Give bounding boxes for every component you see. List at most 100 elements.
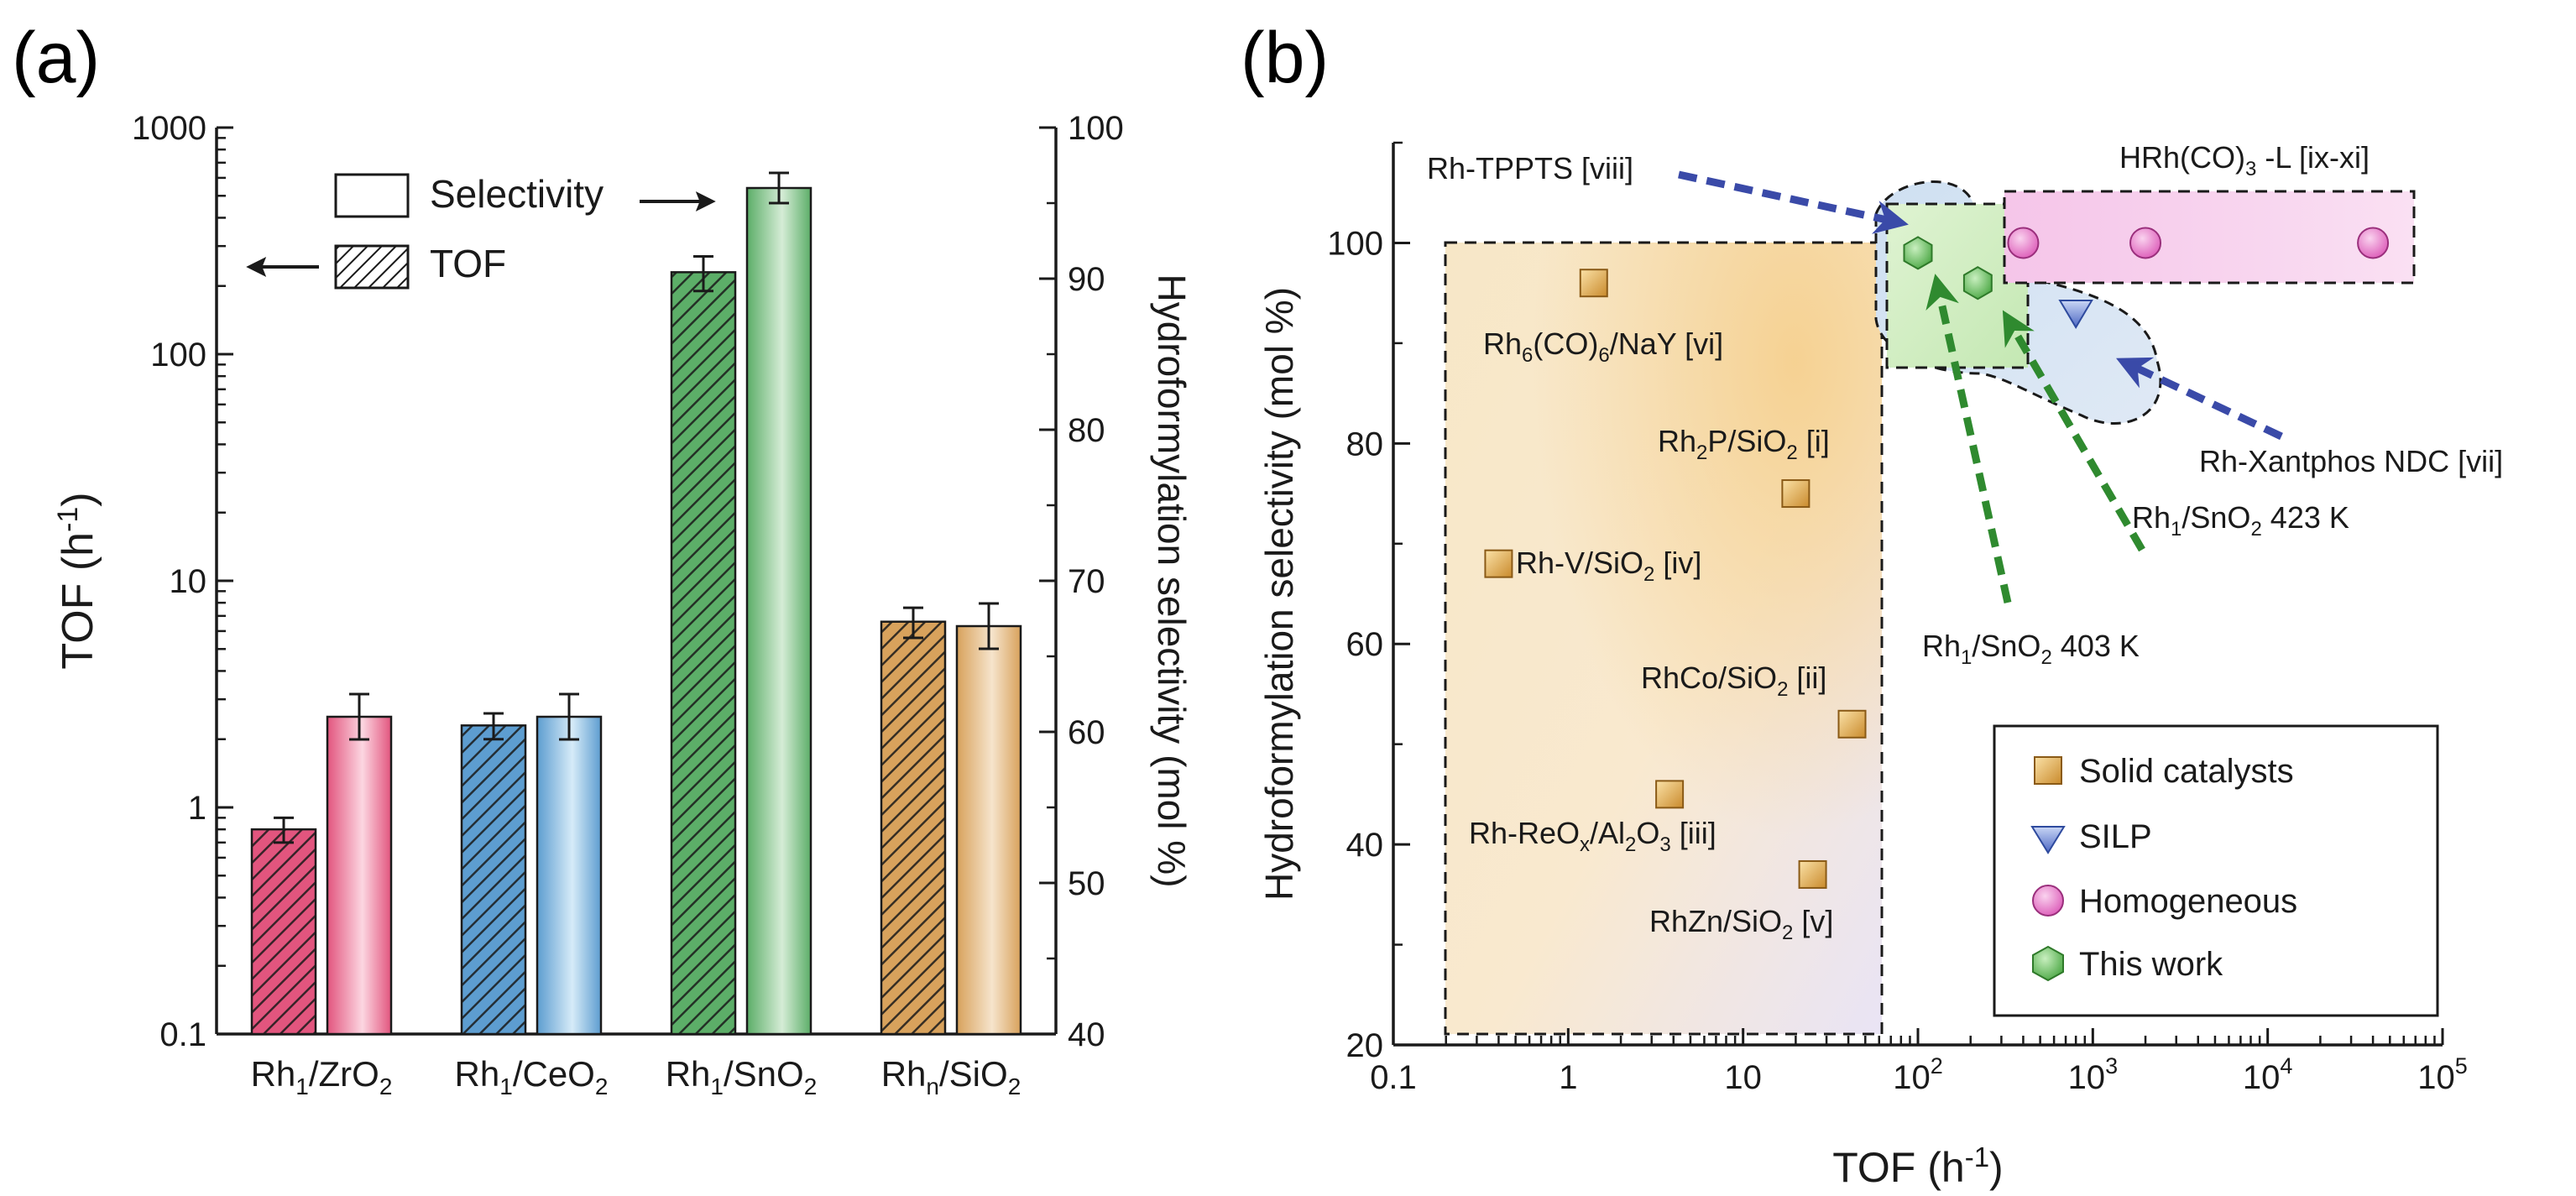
arrow-rh-tppts (1678, 170, 1909, 234)
category-tail: 2 (595, 1073, 609, 1099)
l2-b: [iv] (1654, 546, 1701, 580)
panel-b-legend: Solid catalysts SILP Homogeneous This wo… (1993, 724, 2439, 1017)
legend-solid-catalysts-label: Solid catalysts (2079, 753, 2294, 790)
x-title-tail: ) (1989, 1144, 2004, 1191)
this-work-point (1903, 236, 1933, 270)
solid-catalyst-point (1655, 780, 1685, 809)
l4-s3: 3 (1659, 833, 1670, 856)
selectivity-bar (326, 715, 393, 1036)
left-axis-title-main: TOF (h (54, 532, 102, 670)
category-tail: 2 (379, 1073, 393, 1099)
l4-b: /Al (1590, 816, 1625, 850)
panel-a-labels: Rh1/ZrO2 Rh1/CeO2 Rh1/SnO2 Rhn/SiO2 (251, 1054, 1022, 1099)
arrow-rh1-sno2-423 (2002, 310, 2145, 552)
l1-c: [i] (1798, 424, 1830, 458)
left-axis-title-sup: -1 (52, 507, 84, 532)
solid-catalyst-point (1798, 859, 1827, 889)
x-tick-label: 105 (2417, 1053, 2468, 1096)
category-label: Rh1/CeO2 (455, 1054, 609, 1099)
a403-sub2: 2 (2040, 646, 2051, 669)
x-title-sup: -1 (1965, 1141, 1989, 1172)
category-tail: 2 (1008, 1073, 1022, 1099)
right-tick-label: 50 (1068, 865, 1105, 902)
category-label: Rhn/SiO2 (881, 1054, 1022, 1099)
panel-b-label: (b) (1241, 18, 1330, 98)
a403-end: 403 K (2052, 629, 2140, 663)
panel-a-legend: Selectivity TOF (246, 172, 716, 290)
category-rest: /SnO (724, 1054, 804, 1094)
panel-b-x-title: TOF (h-1) (1832, 1141, 2003, 1191)
l0-c: /NaY [vi] (1610, 326, 1723, 361)
y-tick-label: 80 (1346, 426, 1384, 462)
l1-s1: 2 (1696, 441, 1707, 464)
a423-end: 423 K (2262, 500, 2349, 535)
homogeneous-point (2129, 227, 2162, 259)
l5-s1: 2 (1782, 922, 1793, 944)
x-tick-label: 102 (1893, 1053, 1943, 1096)
selectivity-bar (955, 624, 1022, 1036)
l4-s1: x (1580, 833, 1590, 856)
legend-tof-label: TOF (430, 242, 506, 285)
category-label: Rh1/SnO2 (666, 1054, 818, 1099)
x-tick-label: 0.1 (1370, 1059, 1417, 1096)
category-tail: 2 (804, 1073, 818, 1099)
homogeneous-point (2007, 227, 2040, 259)
l4-c: O (1636, 816, 1659, 850)
category-main: Rh (455, 1054, 500, 1094)
annotation-rh-xantphos: Rh-Xantphos NDC [vii] (2199, 444, 2503, 478)
l5-a: RhZn/SiO (1649, 904, 1782, 938)
legend-homogeneous-marker (2032, 885, 2064, 917)
a403-tail: /SnO (1972, 629, 2040, 663)
panel-a-bars (250, 171, 1022, 1036)
category-sub: 1 (295, 1073, 309, 1099)
right-tick-label: 90 (1068, 261, 1105, 298)
x-tick-label: 10 (1724, 1059, 1762, 1096)
label-rh2p-sio2: Rh2P/SiO2 [i] (1658, 424, 1830, 464)
l0-s1: 6 (1522, 344, 1533, 367)
l4-d: [iii] (1671, 816, 1716, 850)
a403-sub: 1 (1961, 646, 1972, 669)
a423-tail: /SnO (2182, 500, 2250, 535)
legend-selectivity-label: Selectivity (430, 172, 604, 216)
left-tick-label: 100 (150, 337, 206, 373)
legend-silp-label: SILP (2079, 818, 2152, 855)
panel-b-legend-box (1993, 724, 2439, 1017)
x-tick-sup: 4 (2280, 1053, 2292, 1078)
annotation-hrh-sub: 3 (2245, 158, 2256, 180)
selectivity-bar (536, 715, 603, 1036)
panel-b-points (1484, 227, 2390, 889)
selectivity-bar (745, 186, 813, 1036)
x-tick-main: 1 (1559, 1059, 1577, 1096)
x-tick-main: 0.1 (1370, 1059, 1417, 1096)
l0-b: (CO) (1533, 326, 1598, 361)
right-axis-title: Hydroformylation selectivity (mol %) (1150, 274, 1194, 887)
x-tick-main: 10 (1724, 1059, 1762, 1096)
a423-main: Rh (2132, 500, 2171, 535)
panel-a: 0.1 1 10 100 1000 40 50 60 70 80 90 100 TOF (h-1) Hyd… (52, 110, 1194, 1099)
left-tick-label: 1000 (132, 110, 206, 147)
x-tick-main: 10 (1893, 1059, 1931, 1096)
panel-b-annotations: Rh-TPPTS [viii] HRh(CO)3 -L [ix-xi] Rh-X… (1427, 140, 2503, 669)
homogeneous-point (2357, 227, 2390, 259)
tof-bar (460, 724, 527, 1036)
tof-bar (250, 828, 317, 1036)
solid-catalysts-region-glow (1444, 241, 1884, 1036)
label-rh-reox-al2o3: Rh-ReOx/Al2O3 [iii] (1469, 816, 1716, 856)
x-tick-main: 10 (2417, 1059, 2455, 1096)
y-tick-label: 20 (1346, 1027, 1384, 1064)
homogeneous-region (2003, 190, 2416, 285)
arrow-rh-xantphos (2116, 357, 2283, 441)
left-tick-label: 1 (188, 790, 206, 827)
l3-s1: 2 (1777, 678, 1788, 701)
this-work-point (1962, 266, 1993, 300)
category-sub: 1 (499, 1073, 513, 1099)
x-tick-label: 103 (2068, 1053, 2119, 1096)
legend-solid-catalysts-marker (2034, 756, 2062, 785)
l1-b: P/SiO (1707, 424, 1786, 458)
annotation-hrh-tail: -L [ix-xi] (2256, 140, 2370, 175)
legend-silp-marker (2030, 826, 2066, 854)
tof-bar (880, 620, 947, 1036)
l4-s2: 2 (1625, 833, 1636, 856)
